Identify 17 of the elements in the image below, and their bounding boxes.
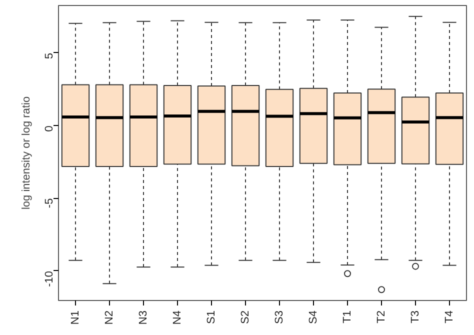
- x-tick-label: N1: [70, 310, 82, 325]
- x-tick-label: S1: [206, 310, 218, 324]
- x-tick-label: S3: [274, 310, 286, 324]
- x-tick-label: N2: [104, 310, 116, 325]
- x-tick-label: T3: [410, 310, 422, 324]
- y-tick-label: -10: [44, 270, 56, 287]
- x-tick-label: T2: [376, 310, 388, 324]
- y-tick-label: 0: [44, 126, 56, 132]
- x-tick-label: N3: [138, 310, 150, 325]
- x-tick-label: N4: [172, 310, 184, 325]
- x-tick-label: S2: [240, 310, 252, 324]
- x-tick-label: S4: [308, 310, 320, 324]
- y-tick-label: -5: [44, 198, 56, 208]
- y-tick-label: 5: [44, 52, 56, 60]
- y-axis-title: log intensity or log ratio: [20, 96, 32, 210]
- x-tick-label: T4: [444, 310, 456, 324]
- x-tick-label: T1: [342, 310, 354, 324]
